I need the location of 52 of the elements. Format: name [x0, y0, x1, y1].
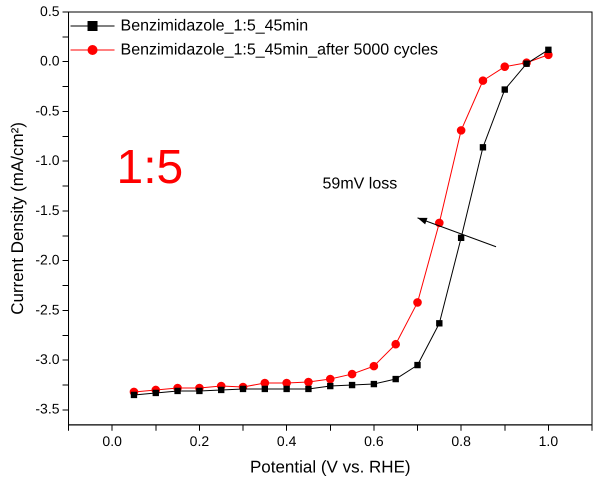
point: [436, 320, 443, 327]
y-tick-label: -1.0: [35, 152, 60, 168]
point: [458, 234, 464, 241]
point: [240, 386, 246, 392]
point: [218, 386, 224, 394]
point: [414, 362, 421, 368]
point: [480, 144, 486, 150]
point: [523, 60, 530, 67]
y-axis-title: Current Density (mA/cm²): [8, 122, 27, 315]
x-tick-label: 0.0: [102, 433, 122, 450]
x-tick-label: 0.4: [276, 433, 297, 450]
point: [391, 340, 400, 349]
point: [196, 388, 203, 394]
legend-label: Benzimidazole_1:5_45min_after 5000 cycles: [120, 41, 438, 58]
y-tick-label: 0.0: [40, 52, 60, 69]
annotation: 1:5: [116, 141, 184, 194]
point: [348, 370, 356, 378]
point: [502, 86, 508, 93]
point: [545, 46, 552, 53]
point: [478, 76, 488, 85]
point: [152, 390, 159, 396]
point: [326, 374, 335, 384]
point: [348, 382, 356, 388]
point: [392, 376, 399, 382]
y-tick-label: 0.5: [40, 2, 60, 19]
point: [262, 386, 268, 392]
point: [305, 386, 312, 392]
annotation: 59mV loss: [322, 175, 398, 192]
point: [283, 386, 290, 392]
point: [304, 378, 313, 386]
point: [327, 382, 334, 390]
point: [260, 378, 270, 388]
y-tick-label: -0.5: [35, 102, 60, 118]
point: [413, 298, 422, 307]
y-tick-label: -3.0: [35, 351, 60, 368]
x-axis-title: Potential (V vs. RHE): [250, 457, 411, 476]
y-tick-label: -2.0: [35, 252, 60, 268]
y-tick-label: -3.5: [35, 400, 60, 417]
x-tick-label: 0.8: [451, 433, 472, 450]
x-tick-label: 0.6: [364, 433, 384, 450]
point: [282, 378, 291, 388]
point: [174, 388, 181, 394]
x-tick-label: 1.0: [538, 433, 558, 450]
point: [370, 380, 378, 388]
y-tick-label: -2.5: [35, 301, 60, 318]
y-tick-label: -1.5: [35, 202, 60, 218]
point: [456, 126, 466, 135]
legend-label: Benzimidazole_1:5_45min: [120, 17, 308, 34]
point: [370, 362, 378, 370]
x-tick-label: 0.2: [190, 433, 210, 450]
point: [130, 392, 138, 398]
point: [500, 62, 510, 72]
